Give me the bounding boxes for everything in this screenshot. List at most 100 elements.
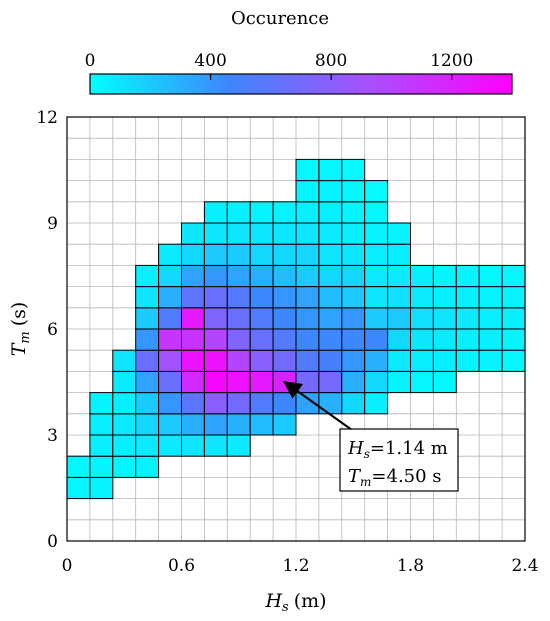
heatmap-cell (249, 328, 274, 351)
heatmap-cell (226, 392, 251, 415)
heatmap-cell (135, 455, 160, 478)
heatmap-cell (181, 286, 205, 309)
heatmap-cell (181, 243, 205, 266)
heatmap-cell (89, 413, 114, 436)
heatmap-cell (318, 307, 343, 330)
heatmap-cell (410, 349, 434, 372)
heatmap-cell (135, 434, 160, 457)
colorbar: Occurence 0 400 800 1200 (85, 8, 513, 95)
colorbar-tick-label: 800 (315, 51, 347, 71)
heatmap-cell (410, 328, 434, 351)
x-tick-label: 1.2 (282, 556, 309, 576)
heatmap-cell (478, 328, 503, 351)
heatmap-cell (318, 201, 343, 224)
heatmap-cell (135, 307, 160, 330)
heatmap-cell (135, 413, 160, 436)
heatmap-cell (181, 392, 205, 415)
heatmap-cell (135, 392, 160, 415)
heatmap-cell (341, 243, 366, 266)
heatmap-cell (364, 243, 389, 266)
heatmap-cell (295, 286, 320, 309)
heatmap-cell (249, 307, 274, 330)
heatmap-cell (318, 158, 343, 182)
heatmap-cell (410, 264, 434, 288)
y-tick-label: 3 (47, 426, 58, 446)
colorbar-bar (89, 73, 513, 95)
heatmap-cell (272, 413, 297, 436)
heatmap-cell (432, 264, 457, 288)
heatmap-cell (135, 370, 160, 394)
heatmap-cell (295, 370, 320, 394)
heatmap-cell (158, 349, 183, 372)
heatmap-cell (501, 286, 526, 309)
heatmap-cell (203, 201, 228, 224)
heatmap-cell (341, 328, 366, 351)
colorbar-tick-label: 0 (85, 51, 96, 71)
heatmap-cell (226, 307, 251, 330)
heatmap-cell (295, 264, 320, 288)
heatmap-cell (112, 455, 137, 478)
heatmap-cell (226, 370, 251, 394)
heatmap-cell (181, 222, 205, 245)
heatmap-cell (181, 307, 205, 330)
heatmap-cell (249, 201, 274, 224)
heatmap-cell (226, 264, 251, 288)
heatmap-cell (478, 286, 503, 309)
heatmap-cell (455, 286, 480, 309)
heatmap-cell (226, 328, 251, 351)
heatmap-cell (455, 328, 480, 351)
heatmap-cell (272, 201, 297, 224)
heatmap-cell (112, 434, 137, 457)
heatmap-cell (226, 243, 251, 266)
heatmap-cell (158, 434, 183, 457)
heatmap-cell (226, 201, 251, 224)
heatmap-cell (478, 349, 503, 372)
heatmap-cell (410, 307, 434, 330)
heatmap-cell (249, 286, 274, 309)
heatmap-cell (387, 328, 412, 351)
heatmap-cell (364, 328, 389, 351)
x-tick-label: 0.6 (168, 556, 195, 576)
heatmap-cell (272, 286, 297, 309)
y-tick-label: 6 (47, 320, 58, 340)
heatmap-cell (455, 307, 480, 330)
plot-frame (66, 116, 526, 542)
heatmap-cell (364, 180, 389, 203)
x-tick-label: 1.8 (397, 556, 424, 576)
heatmap-cell (341, 158, 366, 182)
heatmap-cell (272, 392, 297, 415)
heatmap-cell (226, 434, 251, 457)
heatmap-cell (387, 286, 412, 309)
heatmap-cell (249, 222, 274, 245)
heatmap-cell (387, 349, 412, 372)
heatmap-cell (272, 243, 297, 266)
y-tick-label: 12 (36, 108, 58, 128)
heatmap-cell (341, 370, 366, 394)
heatmap-cell (364, 392, 389, 415)
heatmap-cell (112, 413, 137, 436)
heatmap-cells (66, 158, 526, 500)
heatmap-cell (295, 243, 320, 266)
heatmap-cell (295, 349, 320, 372)
heatmap-cell (89, 392, 114, 415)
heatmap-cell (387, 307, 412, 330)
heatmap-cell (249, 370, 274, 394)
heatmap-cell (272, 328, 297, 351)
heatmap-cell (158, 307, 183, 330)
heatmap-cell (249, 264, 274, 288)
heatmap-cell (203, 413, 228, 436)
x-axis-label: Hs (m) (264, 590, 326, 615)
heatmap-cell (203, 370, 228, 394)
heatmap-cell (272, 222, 297, 245)
heatmap-cell (203, 243, 228, 266)
colorbar-tick-label: 400 (194, 51, 226, 71)
heatmap-cell (203, 434, 228, 457)
heatmap-cell (203, 222, 228, 245)
heatmap-cell (203, 307, 228, 330)
heatmap-cell (249, 243, 274, 266)
x-tick-label: 0 (62, 556, 73, 576)
heatmap-cell (112, 392, 137, 415)
annotation-box (339, 428, 459, 492)
heatmap-cell (181, 328, 205, 351)
heatmap-cell (295, 180, 320, 203)
